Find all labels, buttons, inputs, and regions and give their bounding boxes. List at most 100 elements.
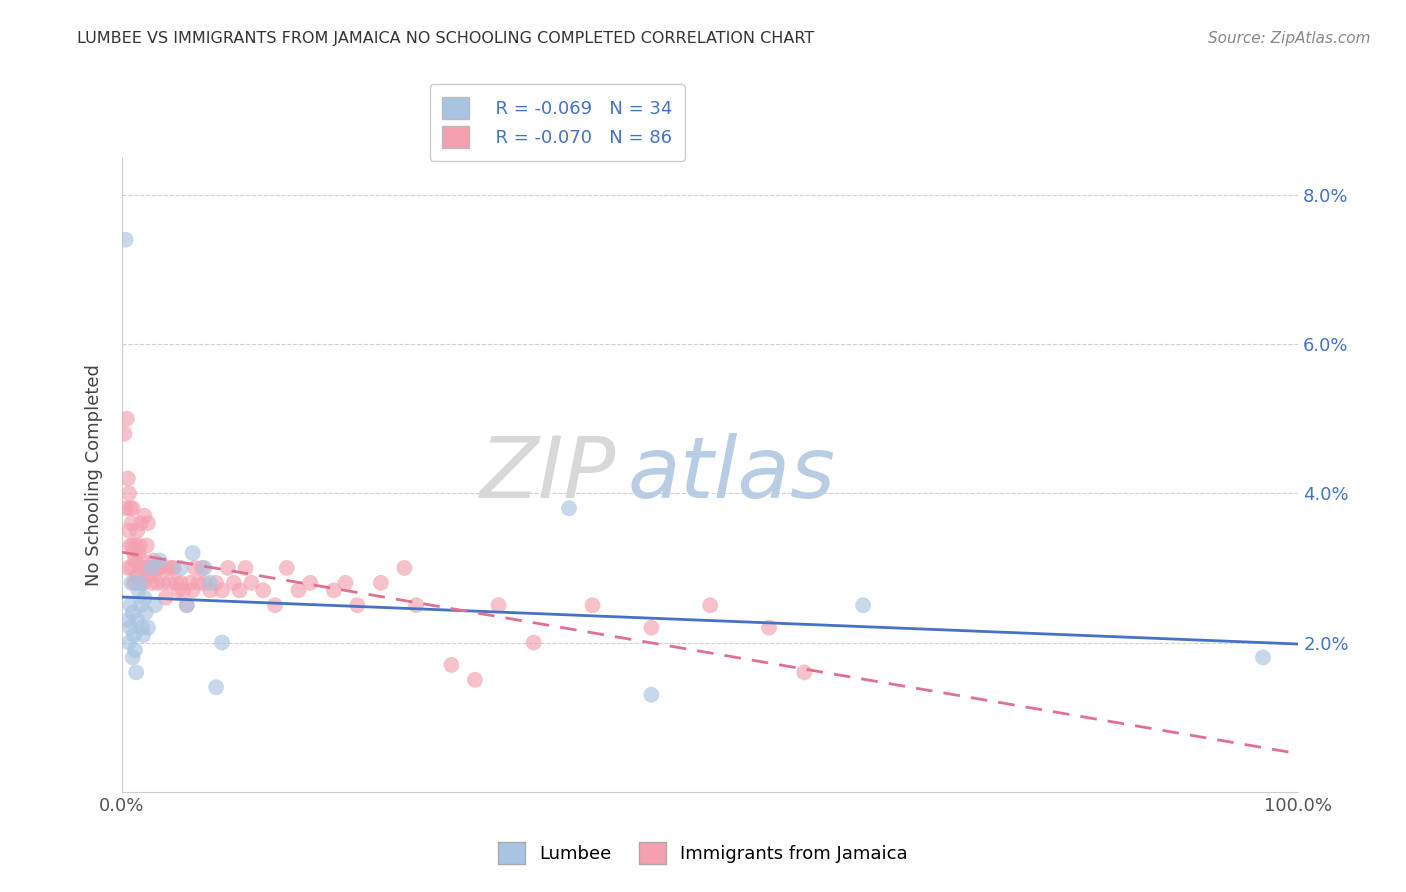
Point xyxy=(464,673,486,687)
Point xyxy=(156,561,179,575)
Point xyxy=(124,643,146,657)
Point xyxy=(136,621,159,635)
Point xyxy=(228,583,250,598)
Point xyxy=(187,575,209,590)
Point xyxy=(287,583,309,598)
Point xyxy=(394,561,416,575)
Point xyxy=(120,501,142,516)
Point xyxy=(176,599,198,613)
Point xyxy=(112,426,135,441)
Point xyxy=(170,575,193,590)
Point xyxy=(134,508,156,523)
Point xyxy=(128,539,150,553)
Text: ZIP: ZIP xyxy=(479,434,616,516)
Point xyxy=(127,568,149,582)
Point xyxy=(120,599,142,613)
Point xyxy=(141,561,163,575)
Point xyxy=(120,621,142,635)
Point xyxy=(335,575,357,590)
Point xyxy=(128,575,150,590)
Point xyxy=(117,471,139,485)
Point xyxy=(488,599,510,613)
Point xyxy=(149,553,172,567)
Point xyxy=(131,621,153,635)
Point xyxy=(193,561,215,575)
Point xyxy=(758,621,780,635)
Point xyxy=(114,233,136,247)
Point xyxy=(191,561,214,575)
Text: atlas: atlas xyxy=(628,434,835,516)
Point xyxy=(581,599,603,613)
Point xyxy=(143,599,166,613)
Point xyxy=(122,575,145,590)
Point xyxy=(121,650,143,665)
Point xyxy=(118,635,141,649)
Point xyxy=(852,599,875,613)
Point xyxy=(146,575,169,590)
Point xyxy=(127,613,149,627)
Point xyxy=(125,539,148,553)
Point xyxy=(640,688,662,702)
Point xyxy=(157,575,180,590)
Point xyxy=(121,501,143,516)
Point xyxy=(346,599,368,613)
Point xyxy=(138,561,160,575)
Point xyxy=(217,561,239,575)
Point xyxy=(120,575,142,590)
Point xyxy=(211,635,233,649)
Point xyxy=(134,591,156,605)
Point xyxy=(127,524,149,538)
Point xyxy=(139,568,162,582)
Point xyxy=(129,516,152,531)
Point xyxy=(149,561,172,575)
Point xyxy=(121,539,143,553)
Point xyxy=(160,561,183,575)
Point xyxy=(141,575,163,590)
Point xyxy=(131,553,153,567)
Point xyxy=(132,575,155,590)
Point xyxy=(125,665,148,680)
Text: LUMBEE VS IMMIGRANTS FROM JAMAICA NO SCHOOLING COMPLETED CORRELATION CHART: LUMBEE VS IMMIGRANTS FROM JAMAICA NO SCH… xyxy=(77,31,814,46)
Point xyxy=(142,553,165,567)
Point xyxy=(118,524,141,538)
Point xyxy=(163,561,186,575)
Point xyxy=(205,680,228,694)
Point xyxy=(135,606,157,620)
Point xyxy=(120,539,142,553)
Point xyxy=(143,561,166,575)
Point xyxy=(134,561,156,575)
Point xyxy=(120,516,142,531)
Point xyxy=(167,583,190,598)
Point xyxy=(193,575,215,590)
Point xyxy=(276,561,298,575)
Point xyxy=(122,546,145,560)
Point xyxy=(128,575,150,590)
Point xyxy=(132,628,155,642)
Point xyxy=(222,575,245,590)
Point xyxy=(124,575,146,590)
Point xyxy=(699,599,721,613)
Point xyxy=(122,628,145,642)
Point xyxy=(1251,650,1274,665)
Point xyxy=(558,501,581,516)
Point xyxy=(136,516,159,531)
Point xyxy=(181,583,204,598)
Point xyxy=(117,613,139,627)
Point xyxy=(118,486,141,500)
Point xyxy=(120,561,142,575)
Point xyxy=(129,561,152,575)
Point xyxy=(440,657,463,672)
Point xyxy=(115,411,138,425)
Point xyxy=(200,575,222,590)
Point xyxy=(240,575,263,590)
Point xyxy=(184,561,207,575)
Point xyxy=(211,583,233,598)
Point xyxy=(299,575,322,590)
Point xyxy=(135,561,157,575)
Point xyxy=(322,583,344,598)
Point xyxy=(235,561,257,575)
Point xyxy=(205,575,228,590)
Legend:   R = -0.069   N = 34,   R = -0.070   N = 86: R = -0.069 N = 34, R = -0.070 N = 86 xyxy=(430,85,685,161)
Point xyxy=(152,575,174,590)
Point xyxy=(148,561,170,575)
